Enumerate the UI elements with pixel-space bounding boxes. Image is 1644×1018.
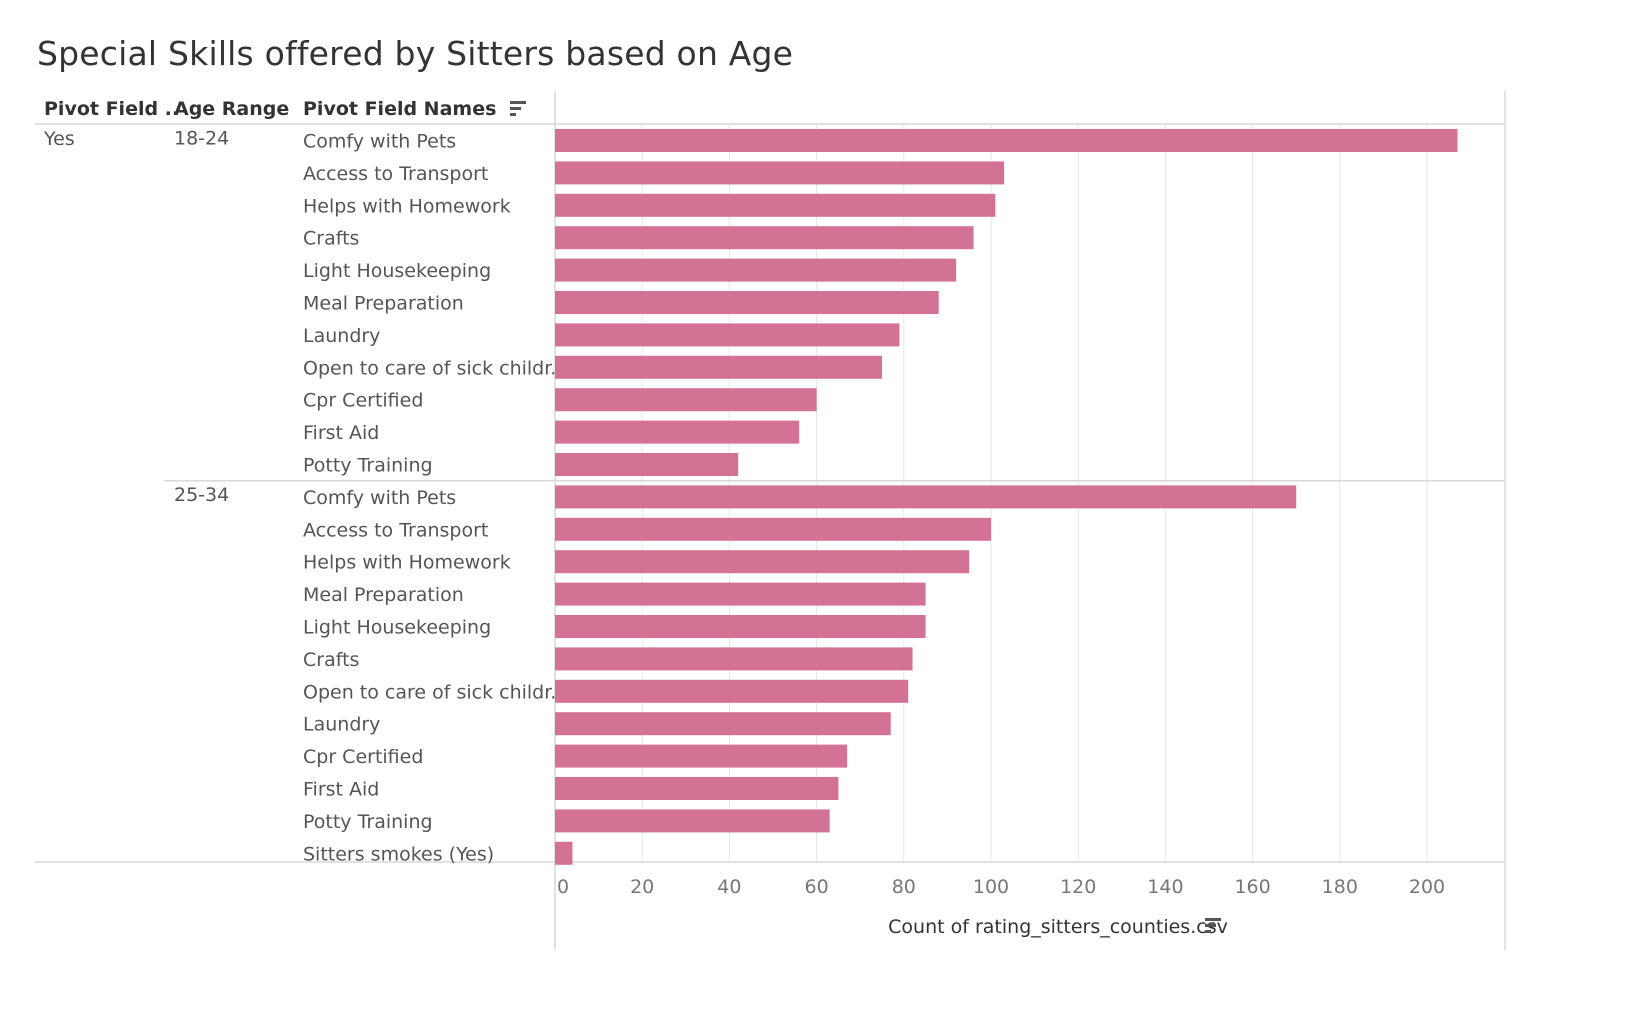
bar[interactable] — [555, 291, 939, 314]
x-tick-label: 20 — [630, 876, 654, 898]
category-label: Open to care of sick childr.. — [303, 681, 562, 703]
bar-rows: 18-24 Comfy with Pets Access to Transport H… — [174, 128, 1458, 865]
bar[interactable] — [555, 615, 926, 638]
category-label: Comfy with Pets — [303, 487, 456, 509]
bar[interactable] — [555, 582, 926, 606]
category-label: Laundry — [303, 325, 380, 347]
bar[interactable] — [555, 777, 839, 800]
category-label: Helps with Homework — [303, 195, 511, 217]
bar[interactable] — [555, 744, 848, 768]
header-age-range: Age Range — [174, 98, 289, 120]
chart-title: Special Skills offered by Sitters based … — [37, 34, 794, 73]
bar[interactable] — [555, 226, 974, 250]
category-label: Potty Training — [303, 811, 433, 833]
x-tick-label: 100 — [973, 876, 1009, 898]
bar[interactable] — [555, 453, 739, 476]
category-label: Access to Transport — [303, 163, 488, 185]
x-tick-label: 120 — [1060, 876, 1096, 898]
x-axis-ticks: 0 20 40 60 80 100 120 140 160 180 200 — [557, 876, 1445, 898]
bar[interactable] — [555, 712, 891, 736]
pivot-value: Yes — [43, 128, 75, 150]
x-tick-label: 40 — [717, 876, 741, 898]
bar[interactable] — [555, 323, 900, 347]
category-label: Access to Transport — [303, 519, 488, 541]
category-label: Light Housekeeping — [303, 617, 491, 639]
category-label: Meal Preparation — [303, 293, 464, 315]
x-tick-label: 140 — [1147, 876, 1183, 898]
category-label: Light Housekeeping — [303, 260, 491, 282]
category-label: Crafts — [303, 228, 359, 250]
category-label: Crafts — [303, 649, 359, 671]
x-tick-label: 80 — [892, 876, 916, 898]
category-label: Sitters smokes (Yes) — [303, 843, 494, 865]
header-pivot-field-names: Pivot Field Names — [303, 98, 496, 120]
bar[interactable] — [555, 355, 882, 379]
bar[interactable] — [555, 550, 970, 574]
sort-descending-icon[interactable] — [510, 101, 526, 116]
bar[interactable] — [555, 193, 996, 217]
bar[interactable] — [555, 258, 957, 282]
bar[interactable] — [555, 679, 909, 703]
sort-icon[interactable] — [1205, 918, 1221, 933]
bar[interactable] — [555, 420, 800, 444]
category-label: Potty Training — [303, 455, 433, 477]
bar[interactable] — [555, 517, 991, 541]
category-label: First Aid — [303, 422, 379, 444]
category-label: Cpr Certified — [303, 746, 423, 768]
bar[interactable] — [555, 161, 1005, 185]
age-range-label: 18-24 — [174, 128, 229, 150]
bar[interactable] — [555, 129, 1458, 152]
x-tick-label: 160 — [1234, 876, 1270, 898]
category-label: Comfy with Pets — [303, 131, 456, 153]
category-label: Cpr Certified — [303, 390, 423, 412]
x-axis-title: Count of rating_sitters_counties.csv — [888, 916, 1228, 938]
category-label: Open to care of sick childr.. — [303, 357, 562, 379]
x-tick-label: 0 — [557, 876, 569, 898]
category-label: Helps with Homework — [303, 552, 511, 574]
header-pivot-field: Pivot Field .. — [44, 98, 179, 120]
category-label: Laundry — [303, 714, 380, 736]
bar[interactable] — [555, 809, 830, 833]
x-tick-label: 60 — [805, 876, 829, 898]
bar[interactable] — [555, 388, 817, 412]
x-tick-label: 180 — [1322, 876, 1358, 898]
bar[interactable] — [555, 647, 913, 671]
category-label: Meal Preparation — [303, 584, 464, 606]
x-tick-label: 200 — [1409, 876, 1445, 898]
age-range-label: 25-34 — [174, 484, 229, 506]
bar[interactable] — [555, 485, 1297, 509]
category-label: First Aid — [303, 779, 379, 801]
bar[interactable] — [555, 841, 573, 865]
